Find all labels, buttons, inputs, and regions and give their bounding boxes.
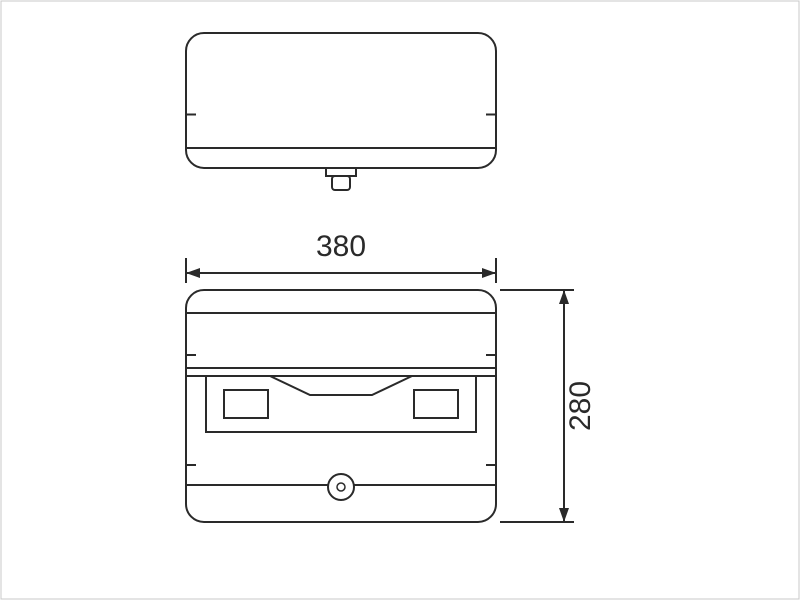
- dim-height-label: 280: [564, 381, 597, 431]
- dim-width-label: 380: [316, 230, 366, 263]
